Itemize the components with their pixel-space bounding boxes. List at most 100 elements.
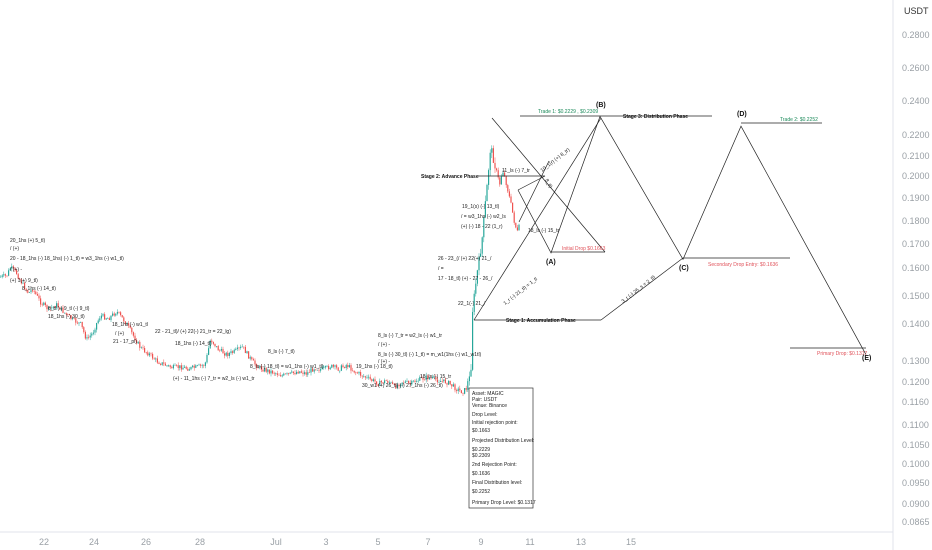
y-tick-label: 0.1160	[902, 397, 929, 407]
candle-body	[148, 353, 150, 356]
y-tick-label: 0.1700	[902, 239, 930, 249]
y-tick-label: 0.2100	[902, 151, 930, 161]
candle-body	[400, 384, 402, 387]
candle-body	[9, 268, 11, 271]
candle-body	[329, 367, 331, 370]
candle-body	[84, 331, 86, 339]
candle-body	[144, 348, 146, 353]
info-line: Primary Drop Level: $0.1317	[472, 500, 536, 506]
candle-body	[328, 365, 330, 370]
candle-body	[376, 381, 378, 385]
info-line: 2nd Rejection Point:	[472, 462, 517, 468]
candle-body	[292, 371, 294, 374]
candle-body	[166, 365, 168, 367]
candle-body	[342, 365, 344, 368]
candle-body	[67, 314, 69, 315]
candle-body	[171, 367, 173, 369]
chart-annotation: 19_1hs (-) 18_tl)	[356, 364, 393, 370]
candle-body	[25, 289, 27, 291]
chart-annotation: (+) - 11_1hs (-) 7_tr = w2_ls (-) w1_tr	[173, 376, 255, 382]
candle-body	[126, 323, 128, 325]
candle-body	[508, 191, 510, 197]
candle-body	[225, 352, 227, 356]
candle-body	[152, 353, 154, 359]
info-line: $0.2252	[472, 489, 490, 495]
candle-body	[489, 152, 491, 171]
candle-body	[414, 380, 416, 383]
candle-body	[320, 369, 322, 371]
candle-body	[139, 341, 141, 348]
candle-body	[64, 312, 66, 314]
x-axis[interactable]: 22 24 26 28 Jul 3 5 7 9 11 13 15	[39, 537, 636, 547]
candle-body	[89, 335, 91, 338]
candle-body	[198, 364, 200, 366]
candle-body	[497, 170, 499, 178]
candle-body	[457, 388, 459, 392]
candle-body	[134, 335, 136, 341]
candle-body	[492, 148, 494, 163]
candle-body	[72, 317, 74, 320]
chart-annotation: 8_tl (-) 9_tl (-) 9_tl)	[48, 306, 90, 312]
candle-body	[20, 279, 22, 284]
channel-label: 8_tl)	[543, 178, 553, 190]
y-axis[interactable]: 0.2800 0.2600 0.2400 0.2200 0.2100 0.2000 0.19…	[902, 30, 930, 527]
candle-body	[246, 351, 248, 354]
candle-body	[473, 293, 475, 312]
candle-body	[390, 382, 392, 383]
drop-channel-line	[491, 117, 606, 253]
candle-body	[196, 365, 198, 366]
primary-drop-label: Primary Drop: $0.1317	[817, 351, 868, 357]
candle-body	[188, 369, 190, 371]
x-tick-label: 7	[425, 537, 430, 547]
candle-body	[281, 375, 283, 377]
candle-body	[108, 318, 110, 320]
candle-body	[332, 364, 334, 367]
candle-body	[422, 377, 424, 380]
candle-body	[486, 184, 488, 202]
candle-body	[312, 368, 314, 372]
y-tick-label: 0.1100	[902, 420, 929, 430]
candle-body	[3, 274, 5, 276]
candle-body	[76, 322, 78, 324]
candle-body	[300, 371, 302, 373]
candle-body	[158, 362, 160, 364]
chart-annotation: 8_ls (-) 7_tl)	[268, 349, 295, 355]
candle-body	[254, 360, 256, 365]
candle-body	[235, 348, 237, 350]
candle-body	[212, 341, 214, 344]
candle-body	[428, 377, 430, 380]
candle-body	[179, 365, 181, 368]
candle-body	[403, 382, 405, 384]
y-tick-label: 0.2800	[902, 30, 930, 40]
candle-body	[227, 352, 229, 356]
candle-body	[115, 313, 117, 316]
candle-body	[83, 327, 85, 332]
chart-annotation: 8_ls (-) 30_tl) (-) 1_tl) = m_w1(1hs (-)…	[378, 352, 482, 358]
candle-body	[348, 365, 350, 368]
candle-body	[145, 352, 147, 353]
candle-body	[184, 366, 186, 368]
candle-body	[217, 346, 219, 351]
candle-body	[249, 357, 251, 359]
candle-body	[476, 270, 478, 284]
candle-body	[187, 368, 189, 371]
candle-body	[65, 312, 67, 315]
candle-body	[169, 365, 171, 368]
info-line: Drop Level:	[472, 412, 498, 418]
candle-body	[88, 337, 90, 338]
candle-body	[371, 379, 373, 381]
candle-body	[416, 381, 418, 383]
candle-body	[22, 282, 24, 284]
candle-body	[44, 302, 46, 306]
candle-body	[283, 373, 285, 376]
candle-body	[124, 321, 126, 325]
candle-body	[321, 367, 323, 370]
candle-body	[291, 371, 293, 373]
candle-body	[232, 351, 234, 353]
candle-body	[395, 384, 397, 389]
candle-body	[24, 282, 26, 290]
info-line: $0.2309	[472, 453, 490, 459]
candle-body	[123, 317, 125, 322]
